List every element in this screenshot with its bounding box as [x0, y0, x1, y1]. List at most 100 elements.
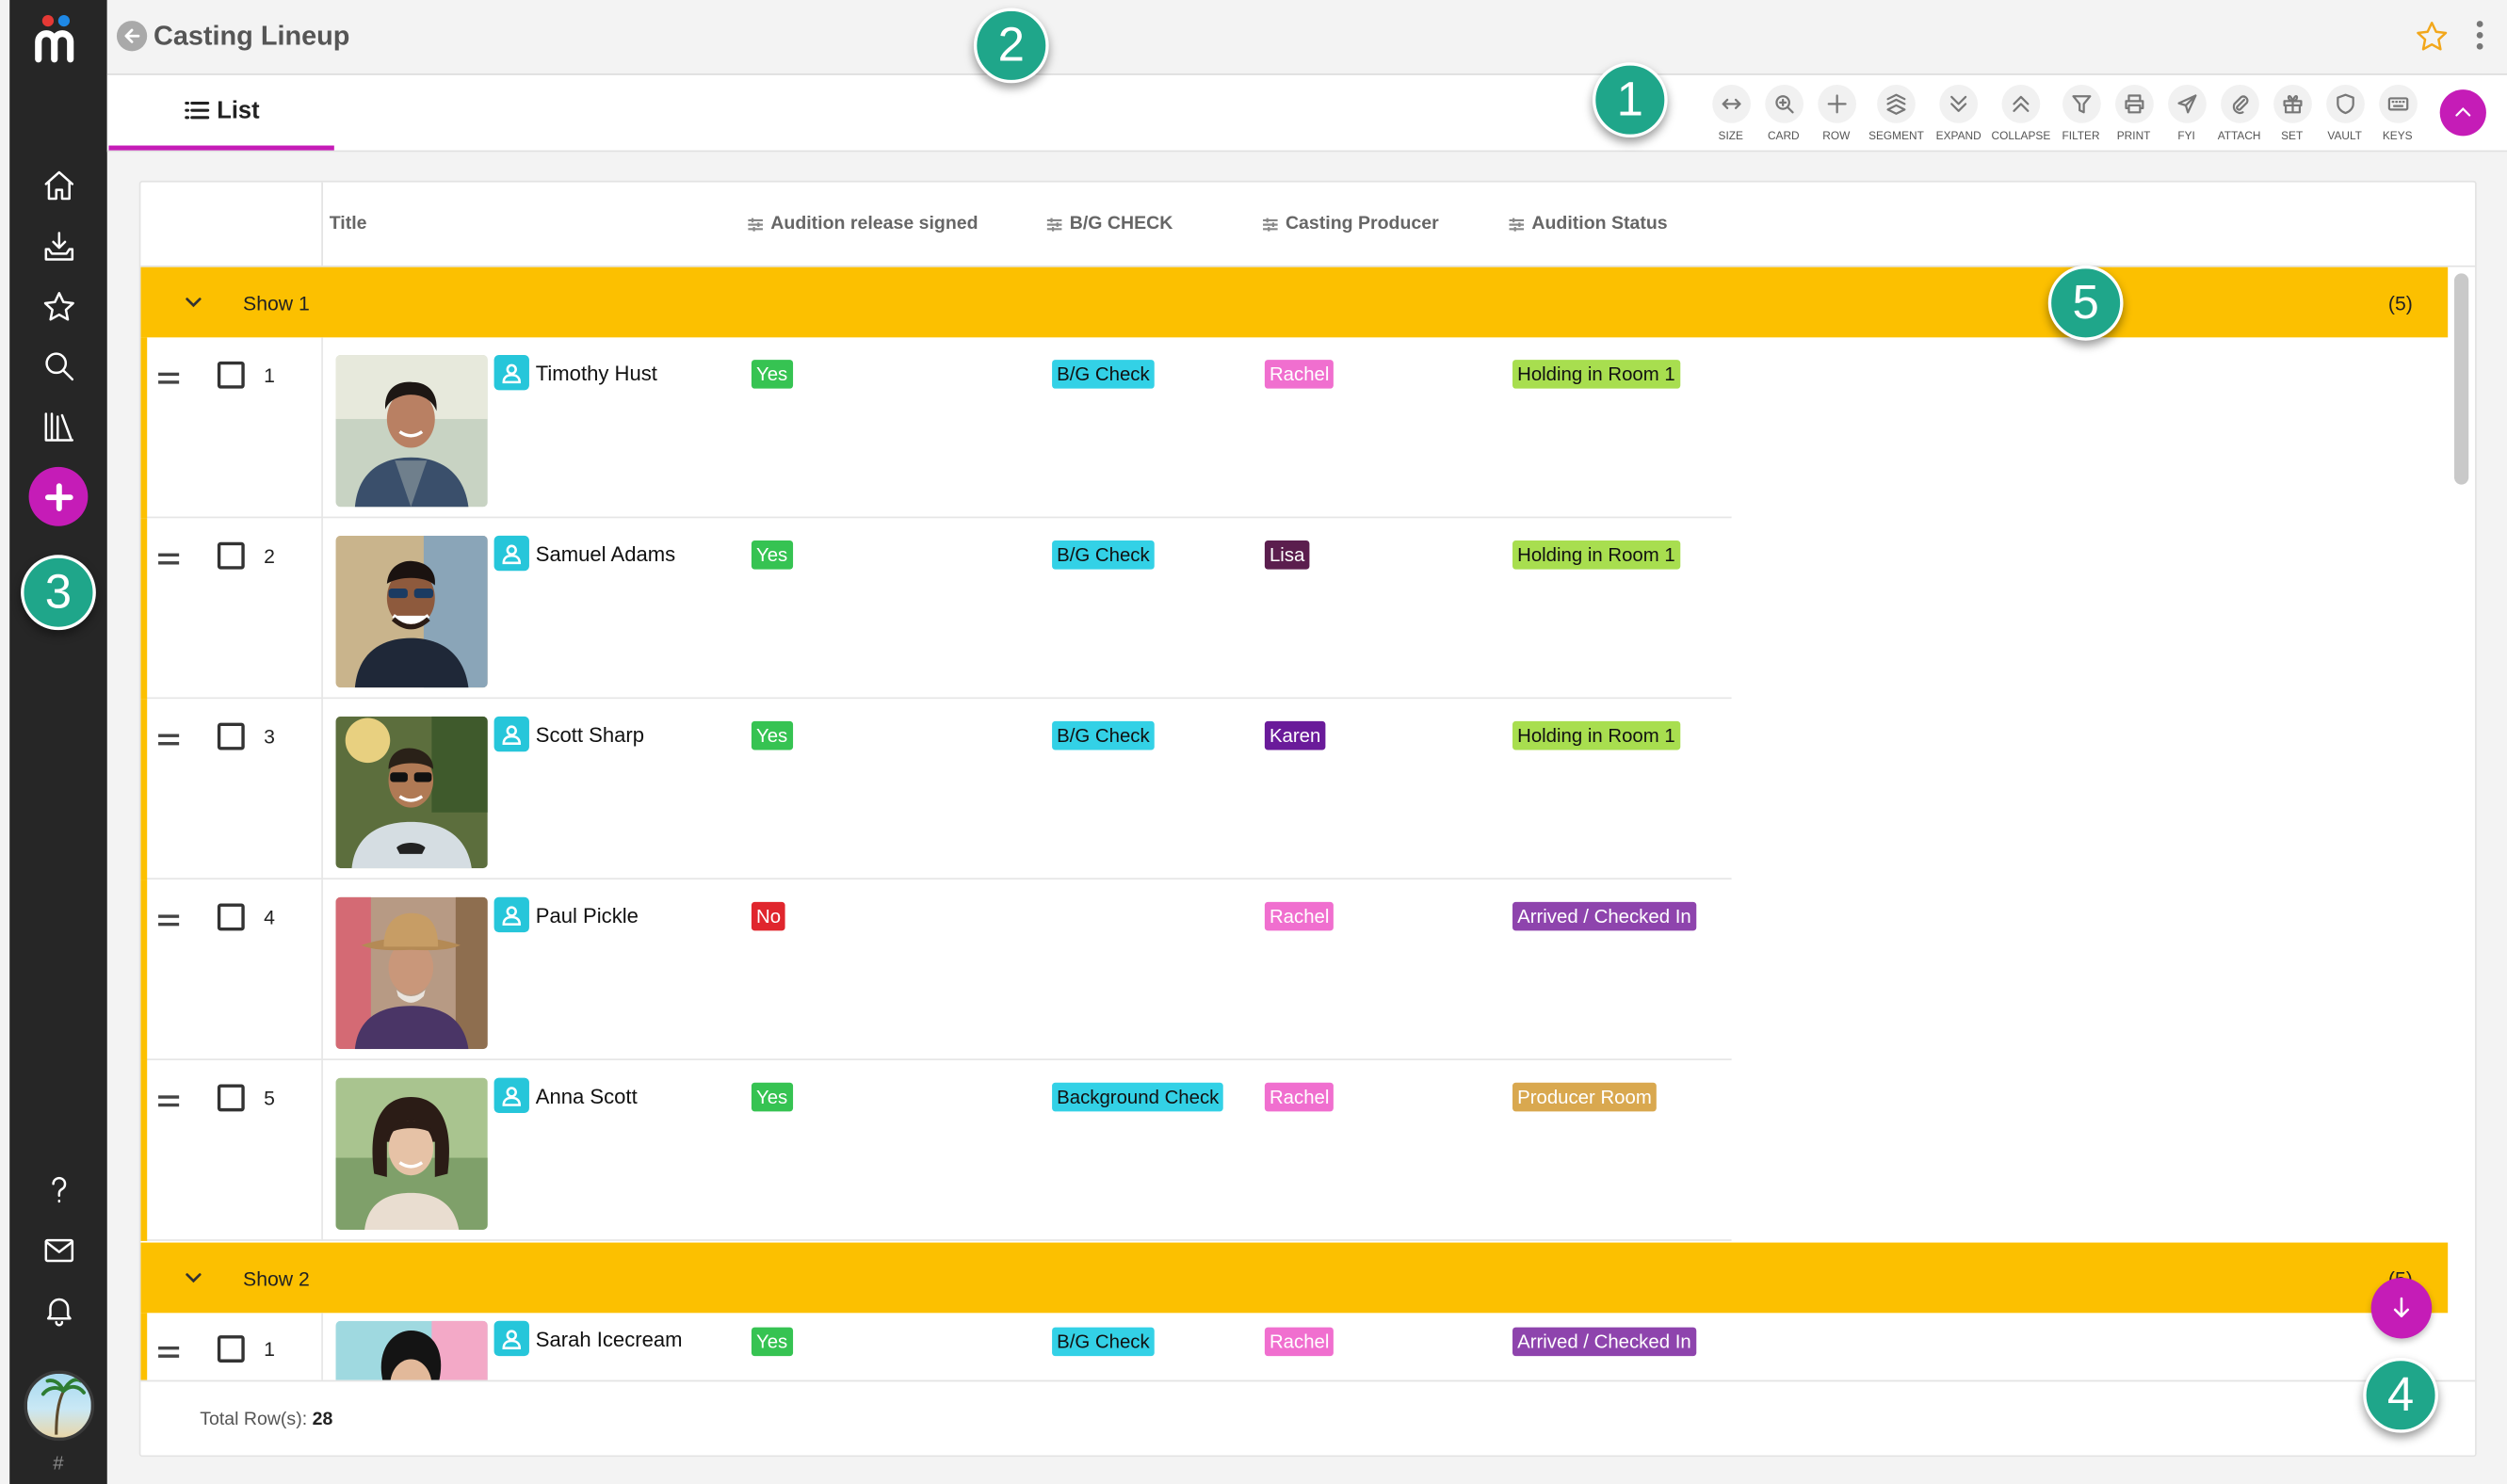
tool-row-button[interactable]: ROW — [1810, 85, 1863, 146]
view-toolbar: SIZE CARD ROW SEGMENT EXPAND COLLAPSE — [1705, 85, 2424, 146]
table-body[interactable]: Show 1 (5) 1 Timothy Hust — [140, 266, 2475, 1380]
status-badge[interactable]: Holding in Room 1 — [1512, 360, 1680, 389]
bg-check-badge[interactable]: B/G Check — [1052, 720, 1155, 750]
tool-card-button[interactable]: CARD — [1757, 85, 1810, 146]
release-badge[interactable]: Yes — [751, 540, 793, 570]
table-row[interactable]: 1 Sarah Icecream Yes B/G Check Rachel Ar… — [140, 1313, 1731, 1380]
status-badge[interactable]: Producer Room — [1512, 1082, 1657, 1112]
bg-check-badge[interactable]: Background Check — [1052, 1082, 1224, 1112]
status-badge[interactable]: Holding in Room 1 — [1512, 720, 1680, 750]
back-arrow-icon[interactable] — [116, 21, 148, 52]
table-row[interactable]: 4 Paul Pickle No Rachel Arrived / Checke… — [140, 879, 1732, 1060]
producer-badge[interactable]: Rachel — [1264, 1082, 1334, 1112]
release-badge[interactable]: Yes — [751, 1082, 793, 1112]
zoom-in-icon — [1774, 95, 1793, 114]
table-row[interactable]: 3 Scott Sharp Yes B/G Check Karen Holdin… — [140, 699, 1732, 880]
workspace-hash: # — [53, 1452, 64, 1475]
table-row[interactable]: 5 Anna Scott Yes Background Check Rachel… — [140, 1059, 1732, 1241]
headshot-photo[interactable] — [335, 1320, 488, 1380]
group-header-show-2[interactable]: Show 2 (5) — [140, 1242, 2449, 1314]
tool-segment-button[interactable]: SEGMENT — [1863, 85, 1930, 146]
table-row[interactable]: 1 Timothy Hust Yes B/G Check Rachel Hold… — [140, 337, 1732, 519]
inbox-download-icon[interactable] — [9, 222, 107, 270]
producer-badge[interactable]: Rachel — [1264, 1327, 1334, 1357]
chevrons-down-icon — [1950, 95, 1967, 112]
headshot-photo[interactable] — [335, 1077, 488, 1230]
row-checkbox[interactable] — [217, 1335, 245, 1363]
column-header-release[interactable]: Audition release signed — [747, 215, 979, 234]
headshot-photo[interactable] — [335, 716, 488, 869]
column-header-status[interactable]: Audition Status — [1508, 215, 1668, 234]
drag-handle-icon[interactable] — [158, 914, 180, 928]
app-logo[interactable] — [32, 13, 87, 64]
drag-handle-icon[interactable] — [158, 734, 180, 748]
tool-size-button[interactable]: SIZE — [1705, 85, 1757, 146]
producer-badge[interactable]: Karen — [1264, 720, 1326, 750]
library-icon[interactable] — [9, 403, 107, 451]
release-badge[interactable]: Yes — [751, 1327, 793, 1357]
drag-handle-icon[interactable] — [158, 372, 180, 386]
user-avatar[interactable] — [24, 1370, 95, 1442]
producer-badge[interactable]: Rachel — [1264, 901, 1334, 931]
tool-collapse-button[interactable]: COLLAPSE — [1987, 85, 2054, 146]
status-badge[interactable]: Arrived / Checked In — [1512, 1327, 1696, 1357]
favorite-star-icon[interactable] — [2415, 19, 2450, 54]
status-badge[interactable]: Holding in Room 1 — [1512, 540, 1680, 570]
drag-handle-icon[interactable] — [158, 1095, 180, 1108]
producer-badge[interactable]: Rachel — [1264, 360, 1334, 389]
headshot-photo[interactable] — [335, 355, 488, 508]
create-new-button[interactable] — [28, 466, 89, 526]
collapse-header-button[interactable] — [2439, 89, 2486, 137]
headshot-photo[interactable] — [335, 535, 488, 688]
scrollbar-thumb[interactable] — [2453, 273, 2469, 485]
bg-check-badge[interactable]: B/G Check — [1052, 540, 1155, 570]
tool-fyi-button[interactable]: FYI — [2160, 85, 2213, 146]
headshot-photo[interactable] — [335, 896, 488, 1050]
drag-handle-icon[interactable] — [158, 1346, 180, 1360]
tool-attach-button[interactable]: ATTACH — [2213, 85, 2266, 146]
home-icon[interactable] — [9, 162, 107, 210]
row-checkbox[interactable] — [217, 722, 245, 750]
column-header-title[interactable]: Title — [330, 215, 367, 234]
chevron-down-icon[interactable] — [183, 291, 205, 314]
tool-expand-button[interactable]: EXPAND — [1930, 85, 1987, 146]
vertical-scrollbar[interactable] — [2453, 273, 2469, 1377]
release-badge[interactable]: Yes — [751, 720, 793, 750]
producer-badge[interactable]: Lisa — [1264, 540, 1310, 570]
row-checkbox[interactable] — [217, 541, 245, 570]
release-badge[interactable]: Yes — [751, 360, 793, 389]
row-checkbox[interactable] — [217, 903, 245, 931]
column-header-producer[interactable]: Casting Producer — [1261, 215, 1439, 234]
status-badge[interactable]: Arrived / Checked In — [1512, 901, 1696, 931]
person-name[interactable]: Samuel Adams — [535, 541, 676, 567]
tool-print-button[interactable]: PRINT — [2108, 85, 2160, 146]
bg-check-badge[interactable]: B/G Check — [1052, 360, 1155, 389]
tool-set-button[interactable]: SET — [2266, 85, 2319, 146]
person-name[interactable]: Timothy Hust — [535, 361, 657, 386]
person-name[interactable]: Sarah Icecream — [535, 1327, 683, 1352]
bg-check-badge[interactable]: B/G Check — [1052, 1327, 1155, 1357]
tool-segment-label: SEGMENT — [1868, 131, 1924, 143]
release-badge[interactable]: No — [751, 901, 786, 931]
table-row[interactable]: 2 Samuel Adams Yes B/G Check Lisa Holdin… — [140, 518, 1732, 700]
row-checkbox[interactable] — [217, 1084, 245, 1112]
person-name[interactable]: Paul Pickle — [535, 903, 639, 928]
tab-list[interactable]: List — [108, 75, 334, 151]
person-name[interactable]: Anna Scott — [535, 1084, 638, 1108]
notifications-bell-icon[interactable] — [9, 1285, 107, 1333]
search-icon[interactable] — [9, 342, 107, 390]
tool-keys-button[interactable]: KEYS — [2371, 85, 2424, 146]
person-name[interactable]: Scott Sharp — [535, 722, 645, 748]
callout-badge-2: 2 — [973, 8, 1049, 84]
drag-handle-icon[interactable] — [158, 553, 180, 567]
mail-icon[interactable] — [9, 1227, 107, 1275]
scroll-down-button[interactable] — [2370, 1277, 2433, 1339]
more-menu-icon[interactable] — [2475, 21, 2484, 53]
chevron-down-icon[interactable] — [183, 1266, 205, 1289]
tool-vault-button[interactable]: VAULT — [2319, 85, 2371, 146]
favorites-star-icon[interactable] — [9, 283, 107, 331]
column-header-bg-check[interactable]: B/G CHECK — [1045, 215, 1173, 234]
help-icon[interactable] — [9, 1166, 107, 1214]
tool-filter-button[interactable]: FILTER — [2055, 85, 2108, 146]
row-checkbox[interactable] — [217, 361, 245, 389]
